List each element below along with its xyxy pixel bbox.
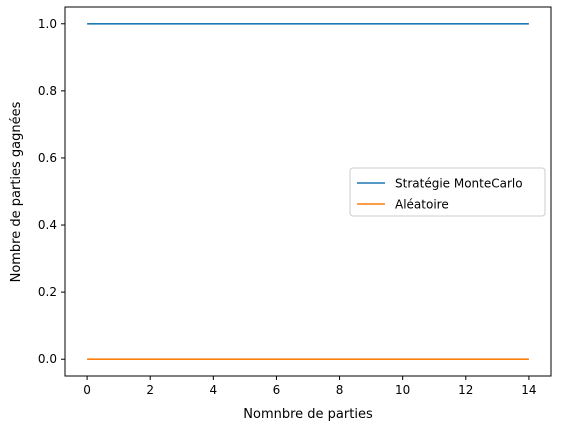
x-tick-label: 4 xyxy=(210,383,218,397)
plot-area xyxy=(64,6,552,377)
x-tick-label: 0 xyxy=(83,383,91,397)
y-tick-label: 0.6 xyxy=(38,151,57,165)
y-tick-label: 1.0 xyxy=(38,17,57,31)
x-tick-label: 8 xyxy=(336,383,344,397)
legend-box xyxy=(349,167,546,217)
y-tick-label: 0.0 xyxy=(38,352,57,366)
x-tick-label: 14 xyxy=(521,383,536,397)
y-tick-label: 0.2 xyxy=(38,285,57,299)
y-tick-label: 0.8 xyxy=(38,84,57,98)
axes-frame xyxy=(64,6,552,377)
x-tick-label: 12 xyxy=(458,383,473,397)
x-tick-label: 6 xyxy=(273,383,281,397)
legend-label-0: Stratégie MonteCarlo xyxy=(395,177,523,191)
x-tick-label: 2 xyxy=(146,383,154,397)
legend-label-1: Aléatoire xyxy=(395,198,449,212)
y-axis-ticks: 0.0 0.2 0.4 0.6 0.8 1.0 xyxy=(38,17,65,366)
x-axis-label: Nomnbre de parties xyxy=(243,407,373,422)
x-axis-ticks: 0 2 4 6 8 10 12 14 xyxy=(83,376,537,397)
legend: Stratégie MonteCarlo Aléatoire xyxy=(349,167,546,217)
y-axis-label: Nombre de parties gagnées xyxy=(9,101,24,282)
x-tick-label: 10 xyxy=(395,383,410,397)
y-tick-label: 0.4 xyxy=(38,218,57,232)
